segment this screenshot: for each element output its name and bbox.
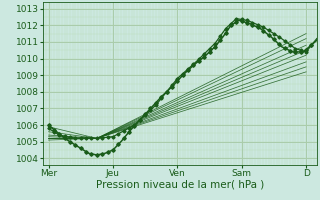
X-axis label: Pression niveau de la mer( hPa ): Pression niveau de la mer( hPa )	[96, 180, 264, 190]
